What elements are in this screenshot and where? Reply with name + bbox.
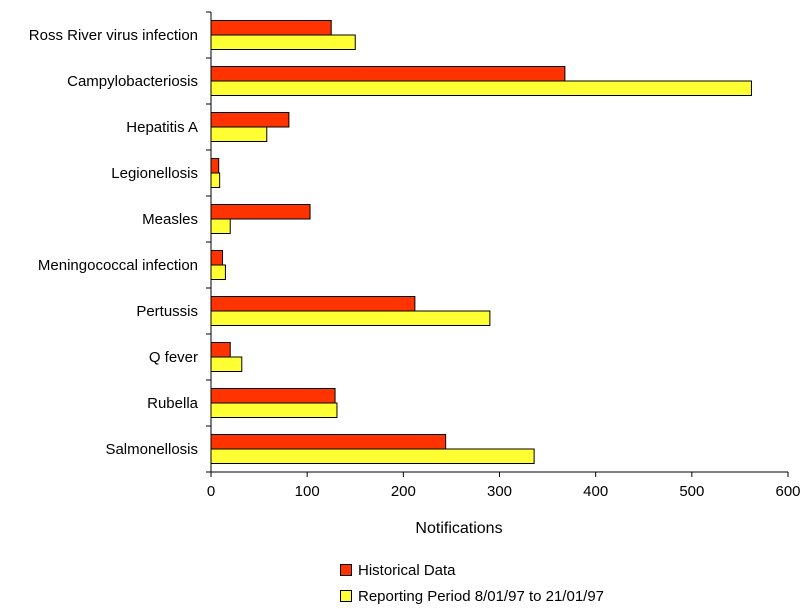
legend-swatch-reporting-period <box>340 590 352 602</box>
y-tick-label: Measles <box>142 211 198 228</box>
bar-campylobacteriosis-reporting-period <box>210 80 752 96</box>
bar-q-fever-reporting-period <box>210 356 243 372</box>
x-tick-label: 300 <box>487 483 512 500</box>
legend-label-reporting-period: Reporting Period 8/01/97 to 21/01/97 <box>358 587 605 605</box>
y-tick-label: Meningococcal infection <box>38 257 198 274</box>
x-tick-label: 400 <box>583 483 608 500</box>
bar-meningococcal-infection-historical <box>210 250 224 266</box>
bar-measles-reporting-period <box>210 218 231 234</box>
y-tick-label: Salmonellosis <box>105 441 198 458</box>
legend-swatch-historical <box>340 564 352 576</box>
legend-item-reporting-period: Reporting Period 8/01/97 to 21/01/97 <box>340 583 604 609</box>
y-tick-label: Ross River virus infection <box>29 27 198 44</box>
x-tick-label: 200 <box>391 483 416 500</box>
bar-hepatitis-a-historical <box>210 112 290 128</box>
bar-rubella-reporting-period <box>210 402 338 418</box>
bar-salmonellosis-reporting-period <box>210 448 535 464</box>
bar-legionellosis-reporting-period <box>210 172 221 188</box>
x-tick-label: 600 <box>775 483 800 500</box>
bar-hepatitis-a-reporting-period <box>210 126 268 142</box>
bar-measles-historical <box>210 204 311 220</box>
bar-salmonellosis-historical <box>210 434 447 450</box>
bar-pertussis-historical <box>210 296 416 312</box>
y-tick-label: Campylobacteriosis <box>67 73 198 90</box>
x-tick-label: 0 <box>207 483 215 500</box>
y-tick-label: Pertussis <box>136 303 198 320</box>
bars-group <box>210 20 752 464</box>
bar-legionellosis-historical <box>210 158 220 174</box>
bar-pertussis-reporting-period <box>210 310 491 326</box>
x-tick-label: 500 <box>679 483 704 500</box>
y-tick-label: Rubella <box>147 395 199 412</box>
legend: Historical Data Reporting Period 8/01/97… <box>340 557 604 609</box>
x-axis-label: Notifications <box>415 520 502 537</box>
legend-label-historical: Historical Data <box>358 561 456 579</box>
bar-ross-river-virus-infection-historical <box>210 20 332 36</box>
bar-rubella-historical <box>210 388 336 404</box>
axes-group: Ross River virus infection Campylobacteri… <box>29 11 801 500</box>
y-tick-label: Legionellosis <box>111 165 198 182</box>
x-tick-label: 100 <box>295 483 320 500</box>
y-tick-label: Q fever <box>149 349 198 366</box>
bar-meningococcal-infection-reporting-period <box>210 264 226 280</box>
legend-item-historical: Historical Data <box>340 557 604 583</box>
bar-campylobacteriosis-historical <box>210 66 566 82</box>
y-tick-label: Hepatitis A <box>126 119 198 136</box>
bar-ross-river-virus-infection-reporting-period <box>210 34 356 50</box>
bar-q-fever-historical <box>210 342 231 358</box>
